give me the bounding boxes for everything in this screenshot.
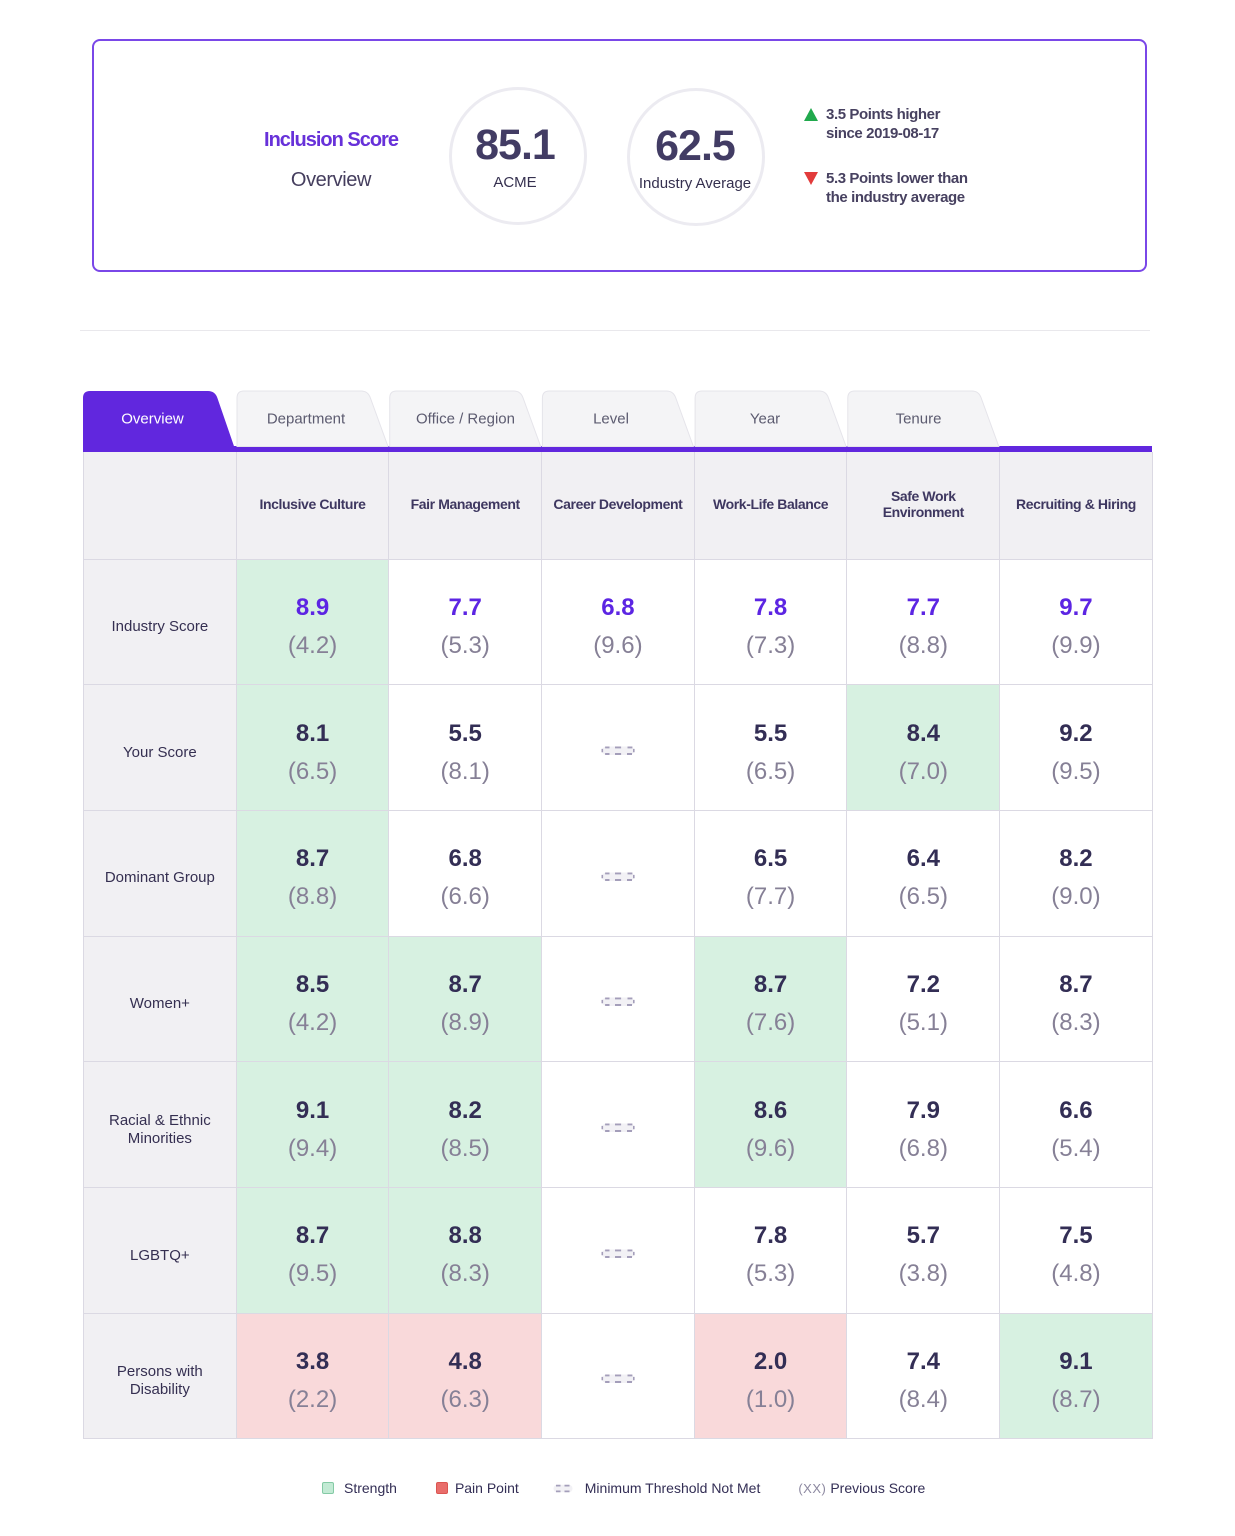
- svg-text:Overview: Overview: [121, 411, 184, 428]
- svg-text:Tenure: Tenure: [896, 411, 942, 428]
- svg-text:Year: Year: [750, 411, 780, 428]
- svg-text:Office / Region: Office / Region: [416, 411, 515, 428]
- svg-text:Department: Department: [267, 411, 346, 428]
- svg-text:Level: Level: [593, 411, 629, 428]
